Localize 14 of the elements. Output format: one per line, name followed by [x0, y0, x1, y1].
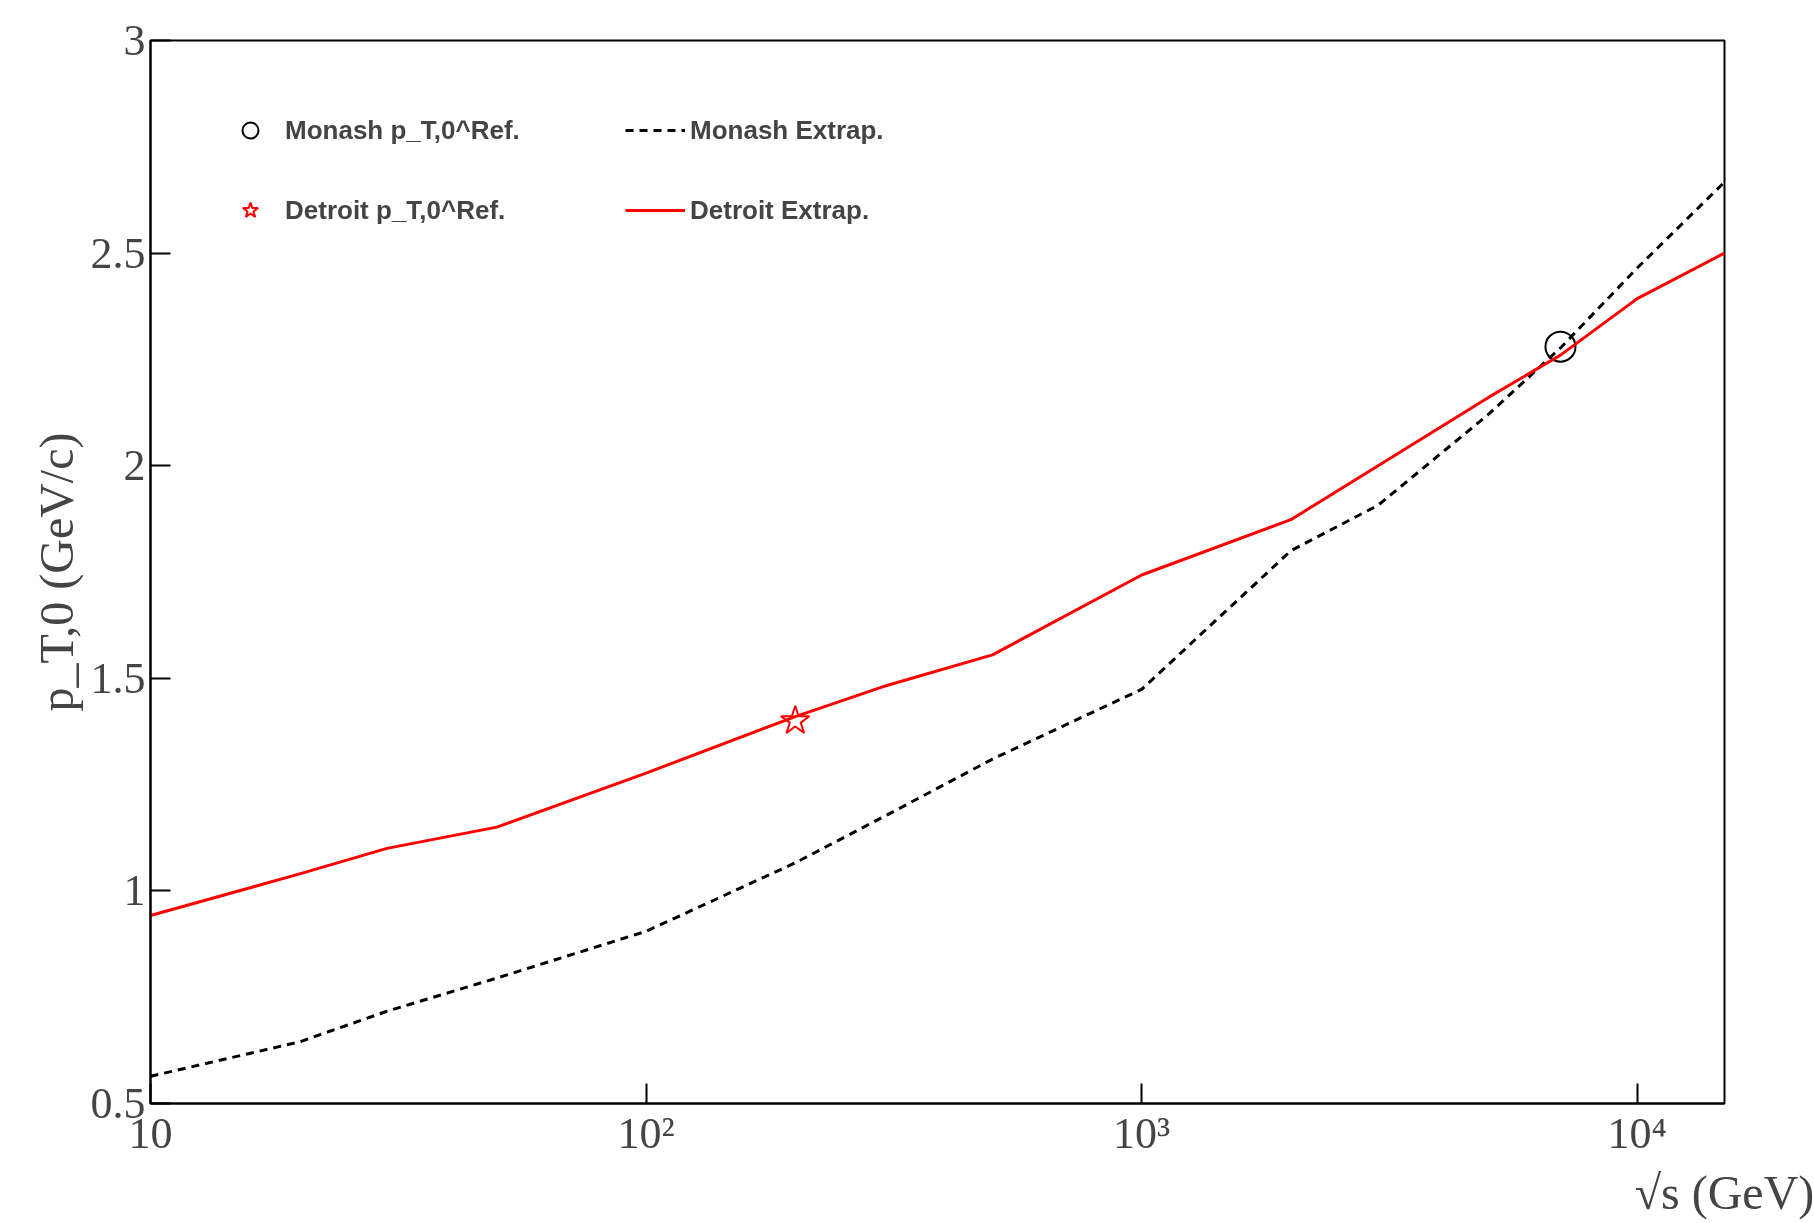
legend-label: Detroit p_T,0^Ref. [285, 194, 507, 226]
legend-label: Monash p_T,0^Ref. [285, 114, 521, 146]
legend-label: Monash Extrap. [690, 114, 885, 146]
x-tick-label: 10³ [1113, 1108, 1171, 1158]
y-tick-label: 3 [123, 16, 146, 65]
x-tick-label: 10⁴ [1607, 1108, 1667, 1158]
y-axis-title: p_T,0 (GeV/c) [29, 432, 84, 712]
x-tick-label: 10² [617, 1108, 675, 1158]
y-tick-label: 2 [123, 441, 146, 491]
y-tick-label: 1.5 [90, 653, 146, 703]
x-axis-title: √s (GeV) [1634, 1165, 1814, 1220]
legend-label: Detroit Extrap. [690, 194, 871, 226]
y-tick-label: 2.5 [90, 228, 146, 278]
y-tick-label: 1 [123, 866, 146, 916]
